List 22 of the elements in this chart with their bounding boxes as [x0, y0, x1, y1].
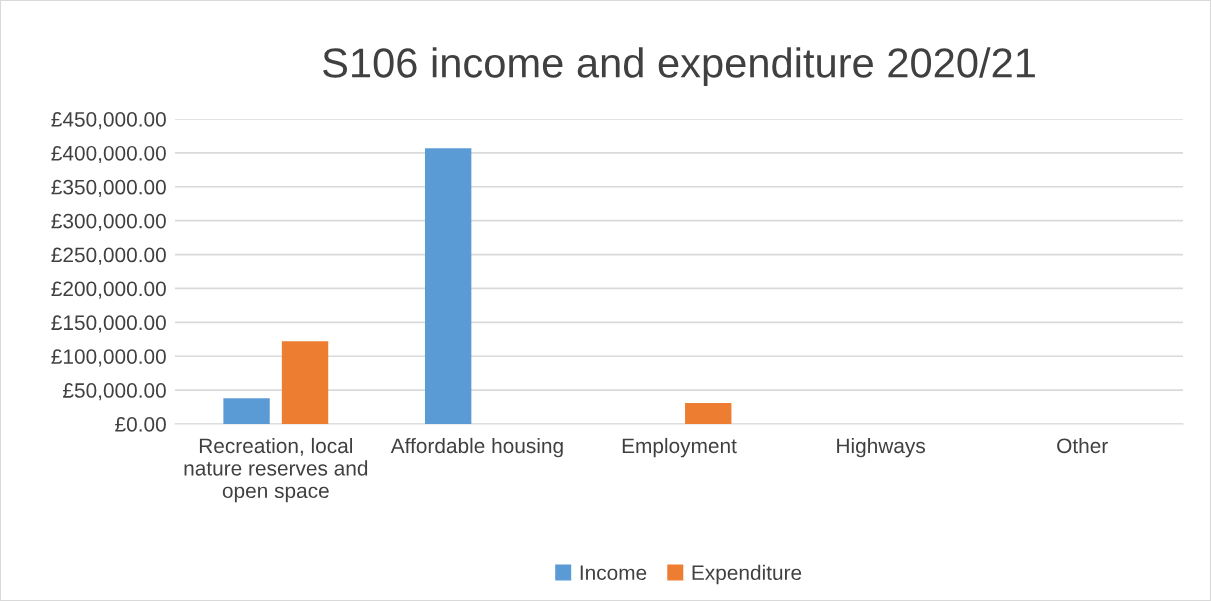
legend-label: Income — [580, 565, 647, 581]
y-tick-label: £0.00 — [115, 417, 166, 432]
bar — [685, 402, 732, 424]
y-tick-label: £100,000.00 — [51, 349, 166, 367]
chart-title: S106 income and expenditure 2020/21 — [323, 47, 1035, 86]
y-tick-label: £400,000.00 — [51, 145, 166, 164]
x-tick-label: Affordable housing — [390, 437, 563, 458]
legend-label: Expenditure — [692, 564, 802, 585]
bar — [424, 148, 472, 424]
x-tick-label: Other — [1057, 437, 1108, 454]
x-tick-label: Highways — [837, 437, 926, 458]
y-tick-label: £50,000.00 — [63, 383, 166, 401]
x-tick-label: Recreation, local nature reserves and open space — [184, 437, 368, 503]
x-tick-label: Employment — [622, 437, 737, 458]
y-tick-label: £150,000.00 — [51, 315, 166, 333]
bar — [223, 398, 270, 424]
bar — [281, 341, 329, 424]
y-tick-label: £450,000.00 — [51, 112, 166, 130]
y-tick-label: £200,000.00 — [51, 281, 166, 299]
y-tick-label: £300,000.00 — [51, 213, 166, 231]
y-tick-label: £350,000.00 — [51, 179, 166, 197]
y-tick-label: £250,000.00 — [51, 247, 166, 265]
